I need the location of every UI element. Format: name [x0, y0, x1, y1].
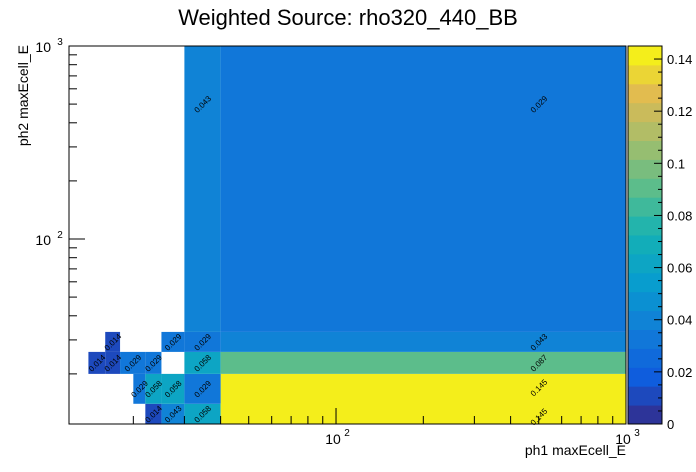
y-tick-label: 10 — [35, 39, 51, 55]
heatmap-cell — [161, 403, 185, 424]
colorbar-frame — [627, 45, 663, 425]
x-axis-label: ph1 maxEcell_E — [525, 442, 626, 458]
y-axis-label: ph2 maxEcell_E — [15, 45, 31, 146]
heatmap-cell — [120, 351, 146, 374]
colorbar-band — [628, 216, 662, 236]
colorbar-tick-label: 0.04 — [667, 313, 692, 328]
colorbar-band — [628, 405, 662, 425]
heatmap-cell — [161, 373, 185, 404]
colorbar-tick-label: 0.12 — [667, 104, 692, 119]
heatmap-cell — [220, 351, 627, 374]
heatmap-cell — [161, 331, 185, 352]
colorbar-tick-label: 0.06 — [667, 261, 692, 276]
x-tick-exponent: 2 — [344, 428, 350, 439]
heatmap-cell — [220, 373, 627, 424]
cells-layer — [88, 46, 627, 424]
heatmap-cell — [184, 46, 221, 332]
chart-title: Weighted Source: rho320_440_BB — [178, 5, 518, 30]
plot-frame — [68, 45, 627, 425]
x-tick-exponent: 3 — [634, 428, 640, 439]
x-tick-label: 10 — [615, 431, 631, 447]
heatmap-cell — [145, 373, 162, 404]
colorbar-band — [628, 159, 662, 179]
heatmap-cell — [184, 331, 221, 352]
heatmap-cell — [133, 373, 146, 404]
heatmap-cell — [184, 351, 221, 374]
colorbar-band — [628, 367, 662, 387]
heatmap-cell — [184, 403, 221, 424]
y-tick-label: 10 — [35, 232, 51, 248]
colorbar-band — [628, 102, 662, 123]
colorbar-band — [628, 83, 662, 104]
colorbar-tick-label: 0.08 — [667, 208, 692, 223]
x-axis: 10 2 10 3 — [132, 408, 640, 447]
heatmap-cell — [88, 351, 106, 374]
colorbar-band — [628, 46, 662, 66]
colorbar-band — [628, 140, 662, 160]
heatmap-cell — [105, 351, 121, 374]
colorbar-band — [628, 386, 662, 406]
colorbar-band — [628, 329, 662, 349]
colorbar-tick-label: 0.1 — [667, 156, 685, 171]
colorbar-band — [628, 291, 662, 312]
x-tick-label: 10 — [325, 431, 341, 447]
colorbar-band — [628, 272, 662, 293]
colorbar-band — [628, 348, 662, 368]
colorbar-band — [628, 64, 662, 85]
heatmap-cell — [145, 403, 162, 424]
colorbar-tick-label: 0.14 — [667, 52, 692, 67]
heatmap-cell — [220, 46, 627, 332]
colorbar-tick-label: 0 — [667, 417, 674, 432]
colorbar-tick-label: 0.02 — [667, 365, 692, 380]
heatmap-cell — [105, 331, 121, 352]
colorbar-band — [628, 121, 662, 141]
colorbar-band — [628, 178, 662, 198]
colorbar-band — [628, 253, 662, 274]
colorbar-band — [628, 197, 662, 217]
heatmap-cell — [145, 351, 162, 374]
y-axis: 10 2 10 3 — [35, 37, 85, 375]
heatmap-cell — [184, 373, 221, 404]
y-tick-exponent: 2 — [57, 230, 63, 241]
y-tick-exponent: 3 — [57, 37, 63, 48]
colorbar: 0 0.02 0.04 0.06 0.08 0.1 0.12 0.14 — [627, 45, 692, 432]
colorbar-band — [628, 310, 662, 330]
heatmap-cell — [220, 331, 627, 352]
colorbar-band — [628, 235, 662, 255]
